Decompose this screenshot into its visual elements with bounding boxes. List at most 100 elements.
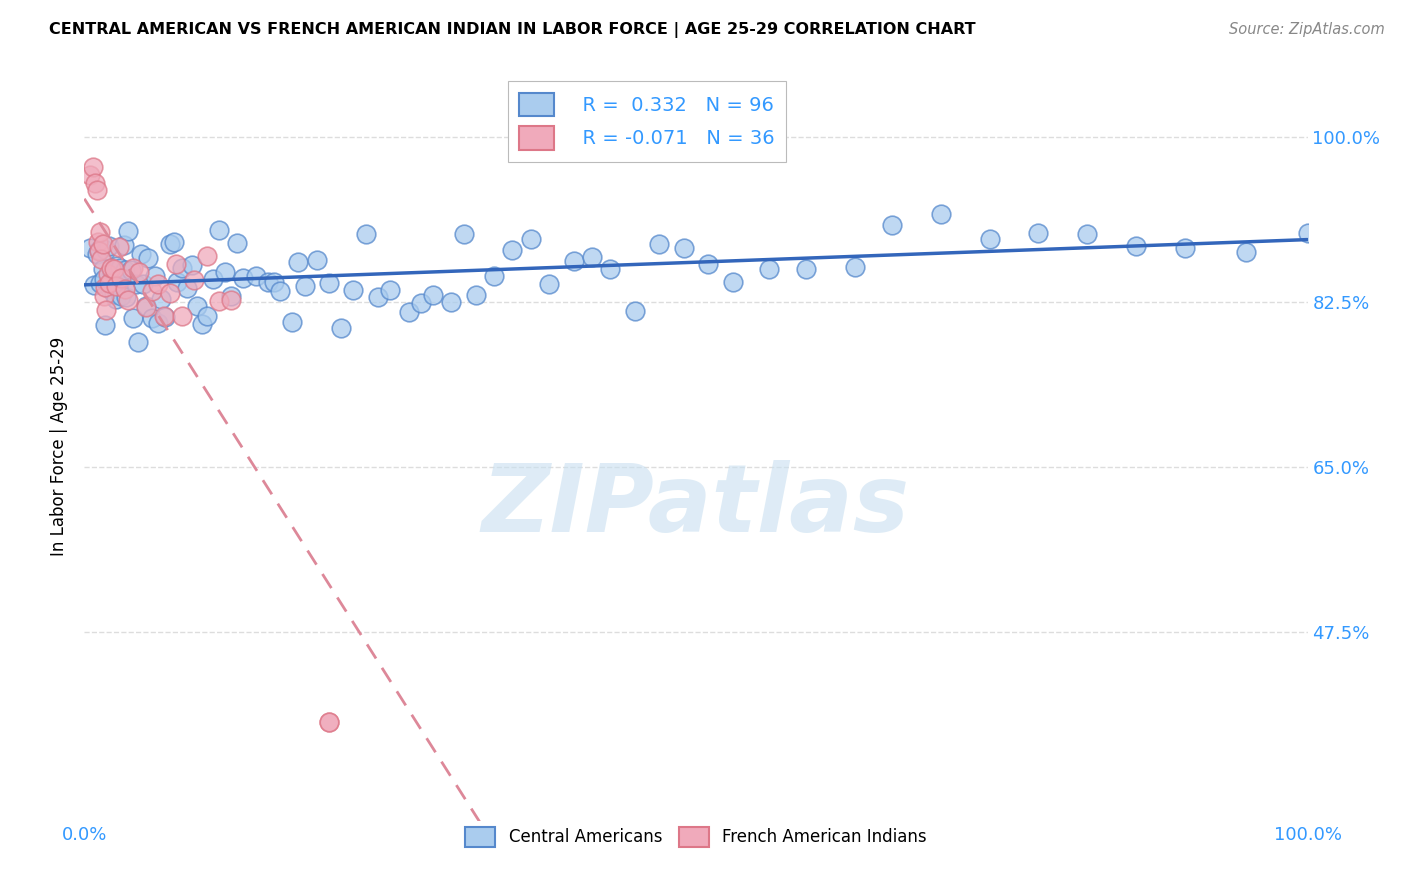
Point xyxy=(103,261,125,276)
Point xyxy=(294,278,316,293)
Point xyxy=(117,293,139,307)
Point xyxy=(96,302,118,317)
Text: Source: ZipAtlas.com: Source: ZipAtlas.com xyxy=(1229,22,1385,37)
Point xyxy=(1236,245,1258,260)
Point xyxy=(1125,239,1147,253)
Point xyxy=(219,289,242,303)
Point xyxy=(232,270,254,285)
Point xyxy=(110,270,132,285)
Point xyxy=(97,276,120,290)
Point xyxy=(114,282,136,296)
Point xyxy=(195,249,218,263)
Point xyxy=(318,276,340,290)
Point xyxy=(141,310,163,325)
Point xyxy=(91,262,114,277)
Point xyxy=(86,183,108,197)
Point xyxy=(269,284,291,298)
Point xyxy=(648,237,671,252)
Point xyxy=(226,236,249,251)
Point xyxy=(538,277,561,291)
Point xyxy=(115,290,138,304)
Point xyxy=(105,259,128,273)
Point xyxy=(105,292,128,306)
Point xyxy=(135,300,157,314)
Point xyxy=(83,277,105,292)
Point xyxy=(287,255,309,269)
Point xyxy=(166,275,188,289)
Point xyxy=(89,225,111,239)
Point xyxy=(153,310,176,324)
Point xyxy=(191,317,214,331)
Point xyxy=(120,263,142,277)
Point xyxy=(98,282,121,296)
Point xyxy=(105,279,128,293)
Point xyxy=(125,277,148,291)
Point xyxy=(186,299,208,313)
Point xyxy=(482,269,505,284)
Point xyxy=(409,296,432,310)
Point xyxy=(100,260,122,275)
Point xyxy=(172,261,194,276)
Point xyxy=(87,235,110,249)
Point xyxy=(697,257,720,271)
Point xyxy=(87,244,110,258)
Point xyxy=(1076,227,1098,242)
Point xyxy=(86,247,108,261)
Point xyxy=(562,254,585,268)
Point xyxy=(107,240,129,254)
Point xyxy=(136,251,159,265)
Point xyxy=(127,334,149,349)
Point xyxy=(398,304,420,318)
Point xyxy=(201,272,224,286)
Text: ZIPatlas: ZIPatlas xyxy=(482,460,910,552)
Point xyxy=(100,276,122,290)
Point xyxy=(1296,226,1319,240)
Point xyxy=(176,280,198,294)
Point xyxy=(263,275,285,289)
Point xyxy=(245,269,267,284)
Point xyxy=(794,262,817,277)
Point xyxy=(195,310,218,324)
Point xyxy=(128,265,150,279)
Point xyxy=(146,277,169,291)
Point xyxy=(758,262,780,277)
Point xyxy=(79,168,101,182)
Point xyxy=(163,235,186,249)
Point xyxy=(91,237,114,252)
Point xyxy=(318,714,340,729)
Point xyxy=(150,292,173,306)
Legend: Central Americans, French American Indians: Central Americans, French American India… xyxy=(458,820,934,854)
Text: CENTRAL AMERICAN VS FRENCH AMERICAN INDIAN IN LABOR FORCE | AGE 25-29 CORRELATIO: CENTRAL AMERICAN VS FRENCH AMERICAN INDI… xyxy=(49,22,976,38)
Point xyxy=(112,237,135,252)
Point xyxy=(90,252,112,267)
Point xyxy=(110,289,132,303)
Point xyxy=(82,161,104,175)
Point xyxy=(89,276,111,290)
Point xyxy=(79,241,101,255)
Point xyxy=(208,223,231,237)
Point xyxy=(117,224,139,238)
Point xyxy=(1174,240,1197,254)
Point xyxy=(183,273,205,287)
Point xyxy=(979,232,1001,246)
Point xyxy=(305,253,328,268)
Point xyxy=(108,260,131,275)
Point xyxy=(354,227,377,241)
Point xyxy=(367,290,389,304)
Point xyxy=(153,309,176,323)
Point xyxy=(114,263,136,277)
Point xyxy=(97,238,120,252)
Point xyxy=(181,258,204,272)
Point xyxy=(721,275,744,289)
Point xyxy=(165,257,187,271)
Point xyxy=(502,243,524,257)
Point xyxy=(440,294,463,309)
Point xyxy=(219,293,242,307)
Point xyxy=(93,271,115,285)
Point xyxy=(159,237,181,252)
Point xyxy=(380,283,402,297)
Point xyxy=(880,218,903,232)
Point xyxy=(672,241,695,255)
Point xyxy=(172,309,194,323)
Point xyxy=(422,288,444,302)
